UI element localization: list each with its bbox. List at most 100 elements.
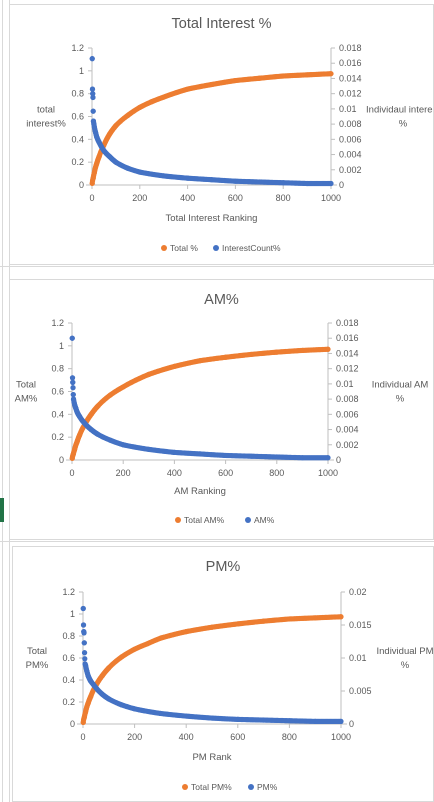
right-y-tick-label: 0.01 (336, 379, 354, 389)
left-y-axis-title: AM% (15, 394, 38, 405)
right-y-tick-label: 0.014 (339, 73, 362, 83)
individual-series-marker (81, 630, 87, 636)
left-y-tick-label: 0.4 (71, 134, 84, 144)
left-y-tick-label: 1.2 (51, 318, 64, 328)
right-y-tick-label: 0.012 (336, 364, 359, 374)
legend-label: AM% (254, 515, 275, 525)
individual-series-marker (90, 108, 96, 114)
right-y-tick-label: 0.006 (339, 134, 362, 144)
individual-series-marker (69, 375, 76, 381)
chart-title: AM% (204, 292, 239, 308)
legend-label: Total % (170, 243, 198, 253)
x-axis-title: AM Ranking (174, 486, 226, 497)
individual-series-marker (70, 385, 76, 391)
left-y-tick-label: 1 (70, 609, 75, 619)
right-y-tick-label: 0.004 (339, 150, 362, 160)
left-y-tick-label: 0.2 (62, 697, 75, 707)
left-y-tick-label: 0 (79, 180, 84, 190)
left-y-tick-label: 0.4 (62, 675, 75, 685)
left-y-tick-label: 0 (70, 719, 75, 729)
right-y-tick-label: 0.002 (339, 165, 362, 175)
individual-series-marker (325, 455, 331, 461)
right-y-axis-title: % (401, 660, 410, 671)
x-tick-label: 0 (69, 468, 74, 478)
sheet-gridline (2, 0, 3, 802)
individual-series-marker (81, 650, 88, 656)
x-tick-label: 800 (282, 732, 297, 742)
left-y-axis-title: Total (27, 646, 47, 657)
right-y-axis-title: % (399, 119, 408, 130)
x-tick-label: 600 (218, 468, 233, 478)
x-tick-label: 400 (180, 193, 195, 203)
x-tick-label: 800 (269, 468, 284, 478)
right-y-axis-title: Individual AM (372, 380, 429, 391)
left-y-tick-label: 0.8 (71, 89, 84, 99)
right-y-tick-label: 0.01 (339, 104, 357, 114)
x-tick-label: 0 (80, 732, 85, 742)
individual-series-marker (90, 91, 96, 97)
x-tick-label: 400 (167, 468, 182, 478)
x-tick-label: 0 (89, 193, 94, 203)
right-y-tick-label: 0.018 (336, 318, 359, 328)
right-y-tick-label: 0.015 (349, 620, 372, 630)
right-y-tick-label: 0.004 (336, 425, 359, 435)
chart-svg: Total Interest % 0 200 400 600 800 1000 0 0.2 0.4… (26, 16, 433, 253)
right-y-tick-label: 0.01 (349, 653, 367, 663)
right-y-tick-label: 0.02 (349, 587, 367, 597)
cell-selection-marker (0, 498, 4, 522)
chart-title: Total Interest % (172, 16, 272, 32)
left-y-tick-label: 0.8 (51, 364, 64, 374)
left-y-axis-title: interest% (26, 119, 66, 130)
individual-series-marker (70, 379, 76, 385)
left-y-tick-label: 1.2 (71, 43, 84, 53)
x-tick-label: 400 (179, 732, 194, 742)
right-y-tick-label: 0.016 (336, 333, 359, 343)
left-y-axis-title: Total (16, 380, 36, 391)
legend-marker (182, 784, 188, 790)
left-y-axis-title: PM% (26, 660, 49, 671)
left-y-tick-label: 0.2 (51, 432, 64, 442)
individual-series-marker (82, 656, 88, 662)
right-y-tick-label: 0 (339, 180, 344, 190)
x-tick-label: 200 (127, 732, 142, 742)
right-y-axis-title: Individual PM (376, 646, 433, 657)
chart-svg: AM% 0 200 400 600 800 1000 0 0.2 0.4 0.6 0.8 1 1.2 0 0.… (15, 292, 429, 525)
right-y-tick-label: 0.018 (339, 43, 362, 53)
right-y-tick-label: 0.014 (336, 348, 359, 358)
left-y-tick-label: 1 (59, 341, 64, 351)
left-y-tick-label: 0.6 (62, 653, 75, 663)
legend-marker (213, 245, 219, 251)
x-axis-title: Total Interest Ranking (166, 213, 258, 224)
right-y-tick-label: 0.016 (339, 58, 362, 68)
x-tick-label: 800 (276, 193, 291, 203)
individual-series-marker (328, 180, 334, 187)
right-y-tick-label: 0.002 (336, 440, 359, 450)
x-tick-label: 200 (116, 468, 131, 478)
right-y-axis-title: Individaul interest (366, 105, 433, 116)
individual-series-marker (80, 622, 87, 628)
left-y-tick-label: 0 (59, 455, 64, 465)
chart-pm[interactable]: PM% 0 200 400 600 800 1000 0 0.2 0.4 0.6 0.8 1 1.2 0 0.… (12, 546, 434, 802)
legend-label: Total AM% (184, 515, 225, 525)
legend-marker (161, 245, 167, 251)
left-y-tick-label: 1 (79, 66, 84, 76)
left-y-tick-label: 0.6 (71, 112, 84, 122)
total-series-marker (328, 71, 334, 77)
chart-svg: PM% 0 200 400 600 800 1000 0 0.2 0.4 0.6 0.8 1 1.2 0 0.… (26, 559, 433, 792)
individual-series-marker (89, 86, 96, 92)
x-tick-label: 600 (230, 732, 245, 742)
left-y-axis-title: total (37, 105, 55, 116)
right-y-tick-label: 0.008 (336, 394, 359, 404)
x-tick-label: 1000 (318, 468, 338, 478)
right-y-axis-title: % (396, 394, 405, 405)
right-y-tick-label: 0 (349, 719, 354, 729)
total-series-marker (338, 614, 344, 620)
x-tick-label: 200 (132, 193, 147, 203)
chart-total-interest[interactable]: Total Interest % 0 200 400 600 800 1000 0 0.2 0.4… (9, 4, 434, 265)
chart-am[interactable]: AM% 0 200 400 600 800 1000 0 0.2 0.4 0.6 0.8 1 1.2 0 0.… (9, 279, 434, 540)
left-y-tick-label: 0.8 (62, 631, 75, 641)
legend-marker (175, 517, 181, 523)
individual-series-marker (69, 335, 75, 341)
legend-marker (245, 517, 251, 523)
right-y-tick-label: 0.005 (349, 686, 372, 696)
